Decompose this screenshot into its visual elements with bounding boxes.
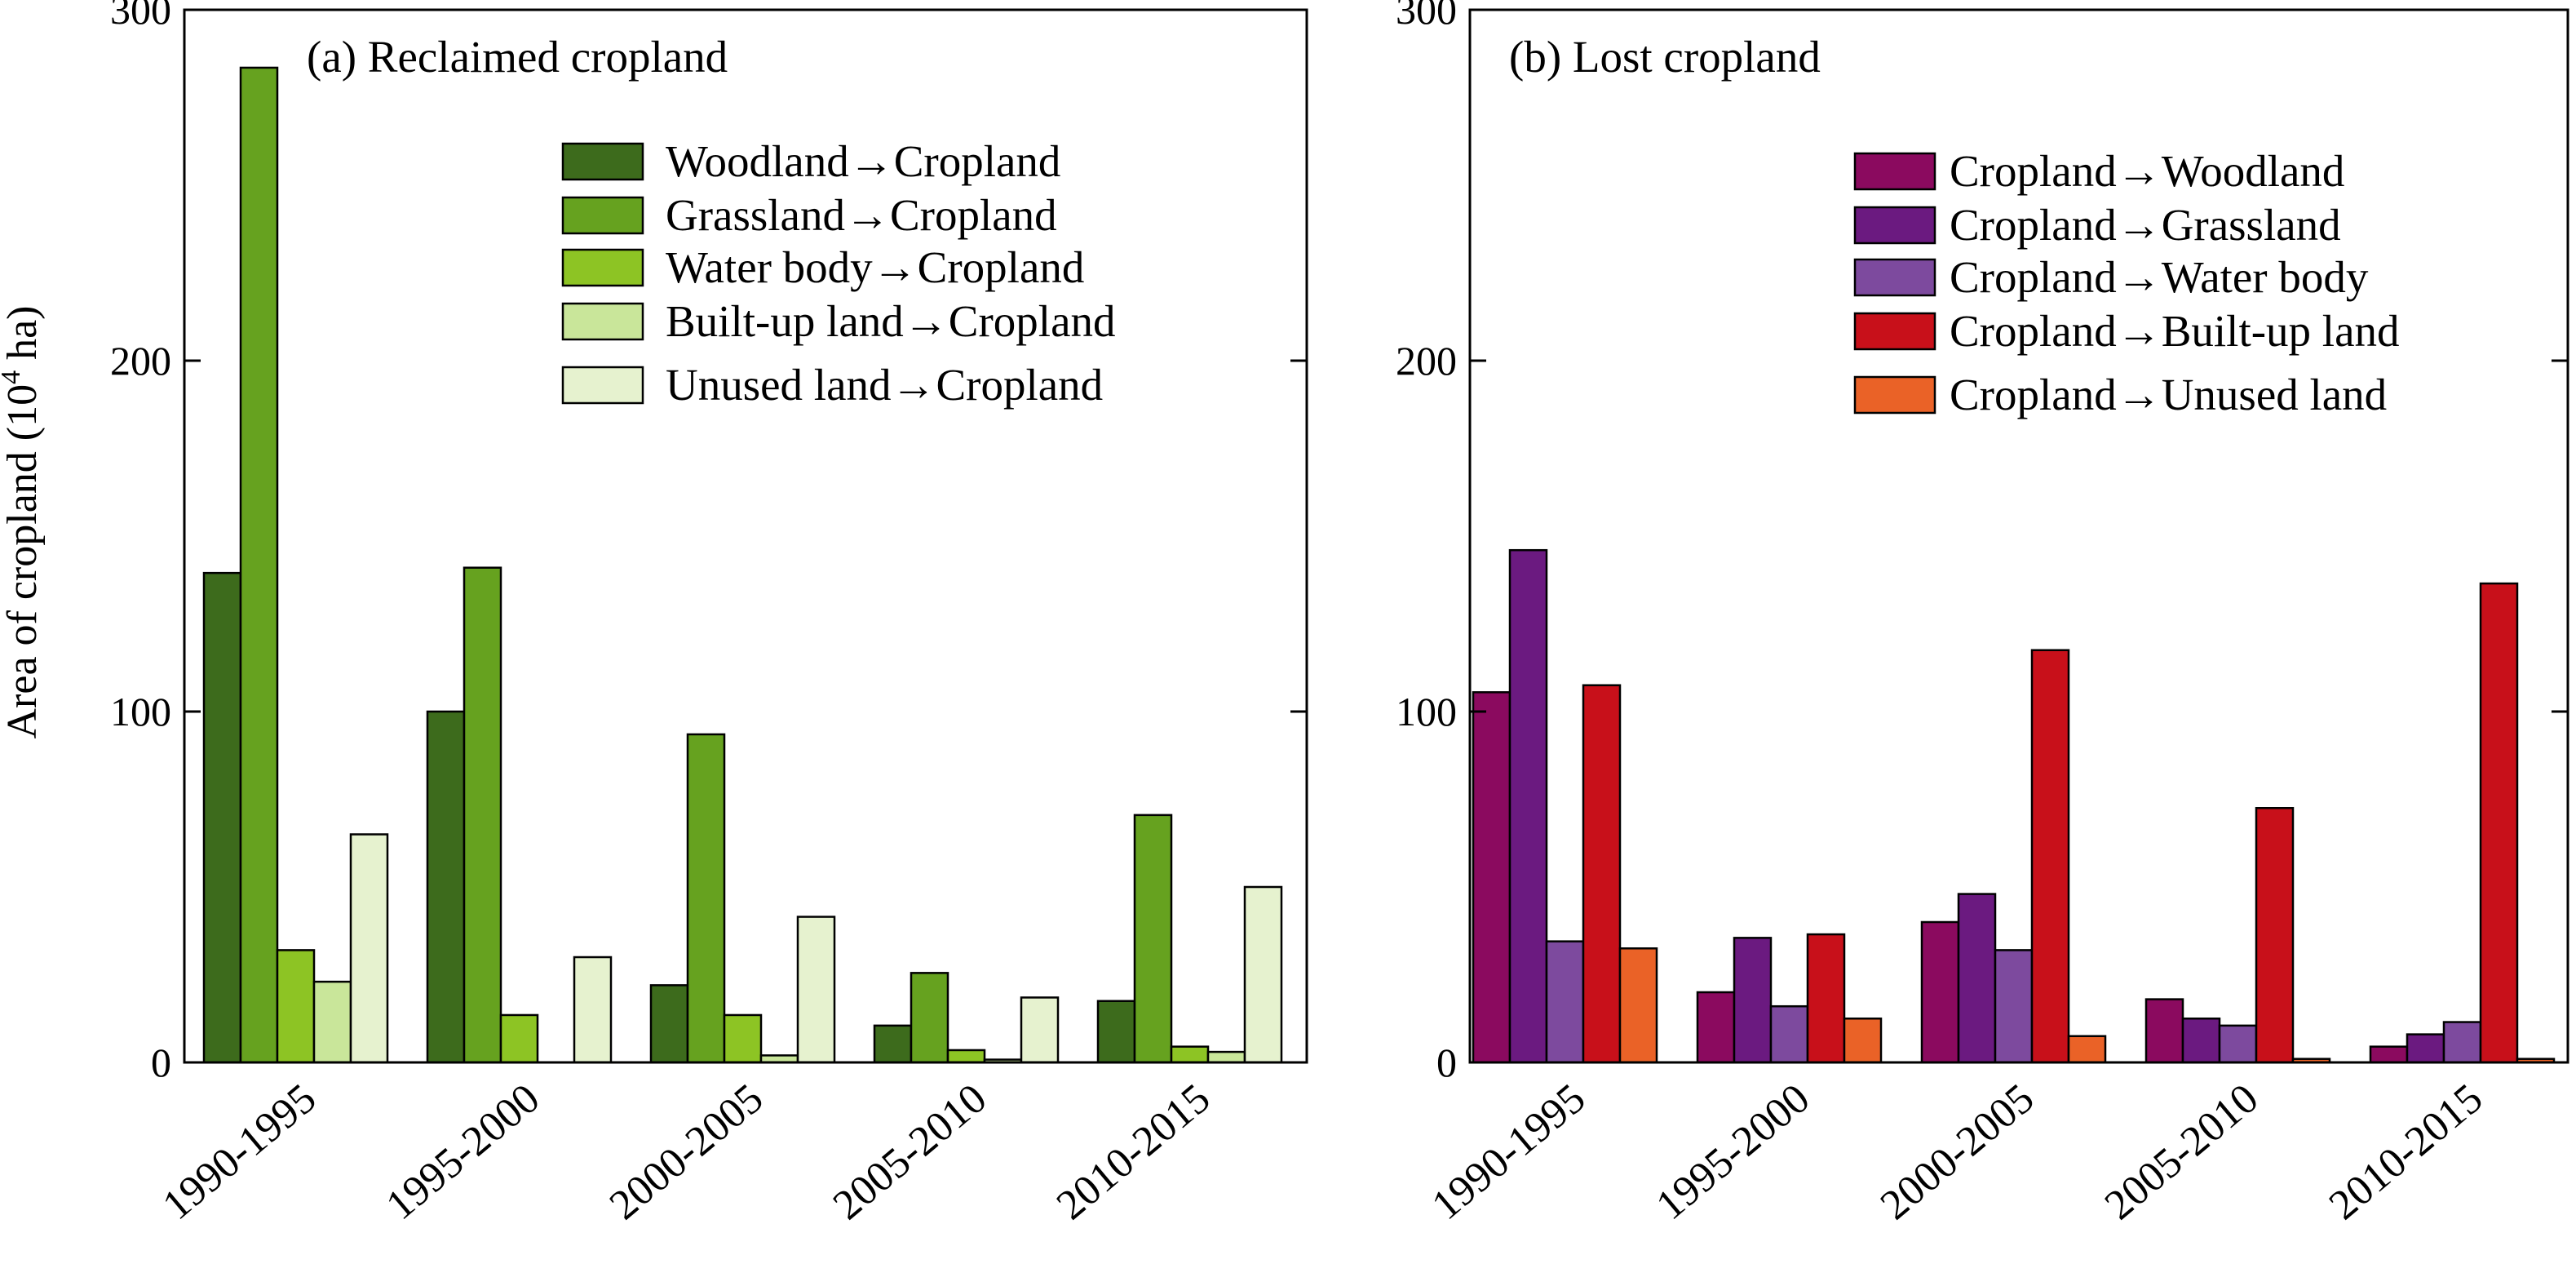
x-tick-label-a-2000-2005: 2000-2005 <box>601 1075 772 1230</box>
bar-a-1995-2000-water-body-cropland <box>499 1013 539 1064</box>
bar-a-2000-2005-woodland-cropland <box>649 984 689 1064</box>
y-tick-label-b-300: 300 <box>1396 0 1457 33</box>
bar-a-1990-1995-built-up-land-cropland <box>312 980 352 1064</box>
y-tick-label-b-0: 0 <box>1436 1040 1457 1085</box>
bar-a-1995-2000-grassland-cropland <box>463 566 502 1064</box>
bar-b-2010-2015-cropland-built-up-land <box>2479 582 2519 1064</box>
x-tick-label-b-1995-2000: 1995-2000 <box>1648 1075 1818 1230</box>
y-tick-label-a-0: 0 <box>151 1040 171 1085</box>
bar-a-2010-2015-built-up-land-cropland <box>1206 1050 1246 1064</box>
x-tick-label-a-2005-2010: 2005-2010 <box>825 1075 995 1230</box>
bar-a-2005-2010-woodland-cropland <box>873 1024 913 1064</box>
bar-b-2005-2010-cropland-built-up-land <box>2255 807 2295 1064</box>
bar-b-1995-2000-cropland-built-up-land <box>1806 933 1846 1064</box>
bar-b-2010-2015-cropland-grassland <box>2406 1033 2445 1064</box>
x-tick-label-a-2010-2015: 2010-2015 <box>1048 1075 1219 1230</box>
bar-a-1995-2000-unused-land-cropland <box>573 956 613 1064</box>
legend-swatch-b-cropland-water-body <box>1853 258 1936 297</box>
legend-swatch-b-cropland-grassland <box>1853 206 1936 245</box>
bar-b-1990-1995-cropland-grassland <box>1508 548 1548 1064</box>
bar-b-2000-2005-cropland-grassland <box>1957 893 1997 1064</box>
x-tick-label-b-1990-1995: 1990-1995 <box>1423 1075 1594 1230</box>
y-tick-label-b-200: 200 <box>1396 338 1457 384</box>
bar-b-1990-1995-cropland-built-up-land <box>1582 684 1622 1064</box>
y-tick-label-a-100: 100 <box>110 689 171 734</box>
bar-b-1995-2000-cropland-water-body <box>1769 1004 1809 1064</box>
legend-label-a-unused-land-cropland: Unused land→Cropland <box>666 360 1103 410</box>
panel-a-title: (a) Reclaimed cropland <box>307 32 728 82</box>
legend-swatch-b-cropland-woodland <box>1853 152 1936 191</box>
panel-a-frame <box>183 8 1308 1064</box>
bar-a-2000-2005-grassland-cropland <box>686 733 726 1064</box>
bar-b-2005-2010-cropland-woodland <box>2144 998 2184 1064</box>
bar-a-1990-1995-grassland-cropland <box>239 66 279 1064</box>
bar-b-2010-2015-cropland-water-body <box>2442 1021 2482 1064</box>
y-tick-label-a-200: 200 <box>110 338 171 384</box>
bar-b-2005-2010-cropland-water-body <box>2218 1024 2258 1064</box>
legend-swatch-a-water-body-cropland <box>561 248 644 287</box>
legend-swatch-b-cropland-built-up-land <box>1853 312 1936 351</box>
x-tick-label-a-1990-1995: 1990-1995 <box>154 1075 325 1230</box>
bar-a-2010-2015-unused-land-cropland <box>1243 885 1283 1064</box>
legend-label-a-woodland-cropland: Woodland→Cropland <box>666 136 1060 186</box>
bar-b-2000-2005-cropland-water-body <box>1994 949 2034 1064</box>
bar-a-1995-2000-woodland-cropland <box>426 710 466 1064</box>
bar-a-2010-2015-woodland-cropland <box>1096 1000 1136 1064</box>
panel-a-bars <box>202 66 1283 1064</box>
bar-b-1990-1995-cropland-water-body <box>1545 940 1585 1064</box>
panel-b-x-ticks: 1990-1995 1995-2000 2000-2005 2005-2010 2010… <box>1423 1075 2491 1230</box>
legend-label-a-water-body-cropland: Water body→Cropland <box>666 242 1084 292</box>
panel-b-y-ticks: 0 100 200 300 <box>1396 0 2568 1085</box>
legend-swatch-a-unused-land-cropland <box>561 366 644 405</box>
panel-a-legend: Woodland→CroplandGrassland→CroplandWater… <box>561 136 1115 410</box>
legend-label-b-cropland-built-up-land: Cropland→Built-up land <box>1950 306 2399 356</box>
panel-b-legend: Cropland→WoodlandCropland→GrasslandCropl… <box>1853 146 2399 419</box>
x-tick-label-b-2000-2005: 2000-2005 <box>1872 1075 2043 1230</box>
legend-label-a-built-up-land-cropland: Built-up land→Cropland <box>666 296 1115 346</box>
legend-label-a-grassland-cropland: Grassland→Cropland <box>666 190 1057 240</box>
bar-b-1995-2000-cropland-unused-land <box>1843 1018 1883 1064</box>
bar-a-2000-2005-water-body-cropland <box>723 1013 763 1064</box>
panel-b-title: (b) Lost cropland <box>1509 32 1821 82</box>
bar-b-2010-2015-cropland-woodland <box>2369 1045 2409 1064</box>
panel-a-x-ticks: 1990-1995 1995-2000 2000-2005 2005-2010 2010… <box>154 1075 1219 1230</box>
bar-a-1990-1995-unused-land-cropland <box>349 833 389 1064</box>
bar-b-2000-2005-cropland-built-up-land <box>2030 649 2070 1064</box>
legend-swatch-b-cropland-unused-land <box>1853 375 1936 415</box>
panel-b-bars <box>1472 548 2556 1064</box>
y-tick-label-b-100: 100 <box>1396 689 1457 734</box>
bar-b-1990-1995-cropland-unused-land <box>1618 947 1658 1064</box>
bar-a-2010-2015-grassland-cropland <box>1133 814 1173 1064</box>
legend-swatch-a-built-up-land-cropland <box>561 302 644 341</box>
bar-b-2005-2010-cropland-grassland <box>2181 1018 2221 1064</box>
panel-b-frame <box>1468 8 2569 1064</box>
y-tick-label-a-300: 300 <box>110 0 171 33</box>
bar-b-2000-2005-cropland-unused-land <box>2067 1035 2107 1064</box>
x-tick-label-b-2010-2015: 2010-2015 <box>2321 1075 2491 1230</box>
bar-a-2005-2010-grassland-cropland <box>910 972 949 1064</box>
bar-a-2005-2010-water-body-cropland <box>946 1049 986 1064</box>
panel-reclaimed: 0 100 200 300 1990-1995 1995-2000 2000-2005 20… <box>110 0 1308 1230</box>
bar-b-2000-2005-cropland-woodland <box>1920 920 1960 1064</box>
bar-a-1990-1995-woodland-cropland <box>202 571 242 1064</box>
panel-lost: 0 100 200 300 1990-1995 1995-2000 2000-2005 20… <box>1396 0 2569 1230</box>
bar-a-2010-2015-water-body-cropland <box>1170 1045 1210 1064</box>
x-tick-label-b-2005-2010: 2005-2010 <box>2096 1075 2267 1230</box>
legend-swatch-a-grassland-cropland <box>561 196 644 235</box>
bar-a-1990-1995-water-body-cropland <box>276 949 316 1064</box>
bar-a-2000-2005-unused-land-cropland <box>796 916 836 1064</box>
bar-b-1990-1995-cropland-woodland <box>1472 691 1512 1064</box>
legend-label-b-cropland-water-body: Cropland→Water body <box>1950 252 2369 302</box>
legend-label-b-cropland-unused-land: Cropland→Unused land <box>1950 370 2387 419</box>
panel-a-y-ticks: 0 100 200 300 <box>110 0 1307 1085</box>
legend-label-b-cropland-grassland: Cropland→Grassland <box>1950 200 2341 250</box>
legend-label-b-cropland-woodland: Cropland→Woodland <box>1950 146 2344 196</box>
legend-swatch-a-woodland-cropland <box>561 142 644 181</box>
bar-a-2005-2010-unused-land-cropland <box>1020 996 1060 1064</box>
x-tick-label-a-1995-2000: 1995-2000 <box>378 1075 548 1230</box>
y-axis-title: Area of cropland (104 ha) <box>0 306 46 739</box>
bar-b-1995-2000-cropland-grassland <box>1733 937 1773 1064</box>
bar-b-1995-2000-cropland-woodland <box>1696 991 1736 1064</box>
